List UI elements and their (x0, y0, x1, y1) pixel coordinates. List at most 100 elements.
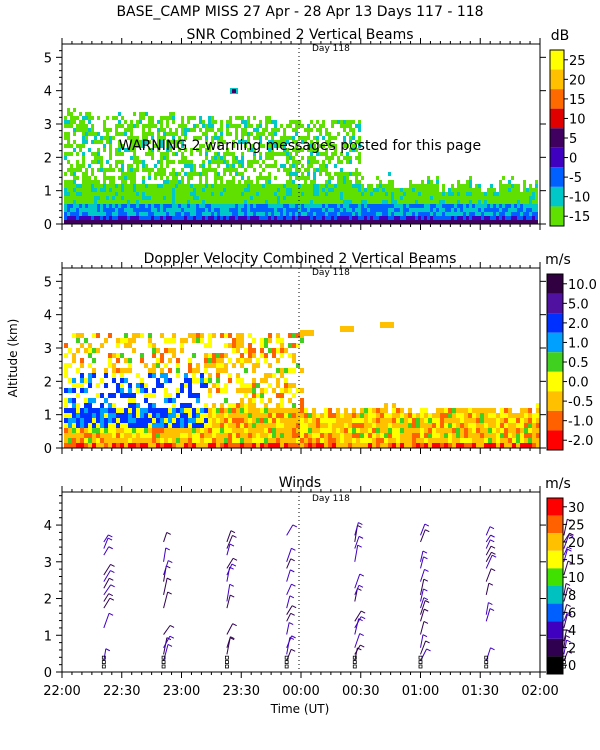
snr-cell (247, 200, 250, 204)
doppler-cell (392, 423, 396, 428)
snr-cell (358, 204, 361, 208)
doppler-cell (380, 408, 384, 413)
snr-cell (133, 152, 136, 156)
snr-cell (94, 200, 97, 204)
snr-cell (94, 208, 97, 212)
snr-cell (340, 120, 343, 124)
doppler-cell (240, 408, 244, 413)
doppler-cell (168, 398, 172, 403)
snr-cell (364, 200, 367, 204)
doppler-cell (120, 353, 124, 358)
snr-cell (184, 160, 187, 164)
snr-cell (427, 212, 430, 216)
snr-cell (199, 144, 202, 148)
snr-cell (331, 156, 334, 160)
y-tick-label: 1 (44, 409, 52, 424)
doppler-cell (136, 443, 140, 448)
snr-cell (184, 136, 187, 140)
snr-cell (475, 184, 478, 188)
snr-cell (229, 152, 232, 156)
snr-cell (208, 208, 211, 212)
doppler-cell (468, 428, 472, 433)
doppler-cell (108, 443, 112, 448)
snr-cell (418, 216, 421, 220)
snr-cell (76, 196, 79, 200)
snr-cell (403, 196, 406, 200)
snr-cell (466, 212, 469, 216)
snr-cell (259, 184, 262, 188)
doppler-cell (248, 408, 252, 413)
doppler-cell (476, 438, 480, 443)
snr-cell (493, 216, 496, 220)
snr-cell (337, 132, 340, 136)
doppler-cell (252, 388, 256, 393)
snr-cell (244, 180, 247, 184)
snr-cell (454, 212, 457, 216)
snr-cell (394, 192, 397, 196)
snr-cell (265, 188, 268, 192)
doppler-cell (128, 408, 132, 413)
snr-cell (301, 200, 304, 204)
snr-cell (271, 212, 274, 216)
snr-cell (118, 184, 121, 188)
snr-cell (91, 220, 94, 224)
snr-cell (322, 212, 325, 216)
snr-cell (418, 192, 421, 196)
snr-cell (271, 132, 274, 136)
snr-cell (259, 220, 262, 224)
snr-cell (277, 196, 280, 200)
doppler-cell (112, 438, 116, 443)
snr-cell (475, 196, 478, 200)
wind-barb (103, 537, 109, 549)
snr-cell (388, 216, 391, 220)
snr-cell (358, 188, 361, 192)
snr-cell (166, 200, 169, 204)
snr-cell (220, 188, 223, 192)
doppler-cell (404, 423, 408, 428)
snr-cell (88, 196, 91, 200)
doppler-cell (64, 368, 68, 373)
doppler-cell (104, 338, 108, 343)
snr-cell (97, 212, 100, 216)
x-tick-label: 00:00 (282, 684, 319, 699)
doppler-cell (472, 408, 476, 413)
snr-cell (355, 188, 358, 192)
snr-x-ticks (61, 38, 541, 230)
snr-cell (223, 160, 226, 164)
doppler-cell (156, 413, 160, 418)
doppler-cell (292, 368, 296, 373)
snr-cell (130, 212, 133, 216)
snr-cell (460, 204, 463, 208)
doppler-cell (84, 428, 88, 433)
snr-cell (295, 164, 298, 168)
snr-cell (199, 116, 202, 120)
snr-cell (235, 208, 238, 212)
snr-cell (358, 156, 361, 160)
snr-cell (433, 220, 436, 224)
doppler-cell (244, 438, 248, 443)
snr-cell (328, 184, 331, 188)
doppler-cell (268, 433, 272, 438)
doppler-cell (192, 393, 196, 398)
snr-cell (121, 184, 124, 188)
snr-cell (130, 148, 133, 152)
snr-cell (103, 184, 106, 188)
snr-cell (142, 208, 145, 212)
snr-cell (325, 200, 328, 204)
snr-cell (358, 144, 361, 148)
snr-cell (196, 196, 199, 200)
snr-cell (118, 188, 121, 192)
doppler-cell (520, 413, 524, 418)
snr-cell (346, 176, 349, 180)
doppler-cell (244, 433, 248, 438)
snr-cell (220, 220, 223, 224)
snr-cell (520, 204, 523, 208)
wind-barb (226, 594, 231, 609)
snr-cell (238, 208, 241, 212)
snr-cell (289, 176, 292, 180)
doppler-cell (484, 418, 488, 423)
doppler-cell (228, 408, 232, 413)
snr-cell (319, 200, 322, 204)
doppler-cell (140, 443, 144, 448)
doppler-cell (176, 388, 180, 393)
